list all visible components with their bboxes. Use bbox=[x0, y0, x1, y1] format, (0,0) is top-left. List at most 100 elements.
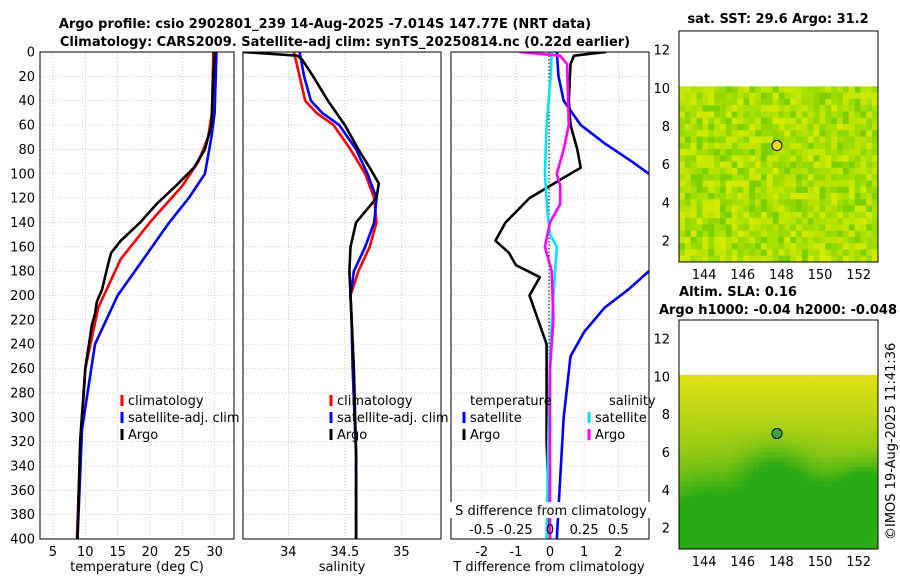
sst-cell bbox=[837, 124, 844, 131]
sla-cell bbox=[873, 403, 879, 410]
sst-cell bbox=[860, 161, 867, 169]
sla-cell bbox=[803, 399, 809, 405]
sst-cell bbox=[860, 130, 867, 137]
sla-cell bbox=[758, 471, 764, 477]
sla-cell bbox=[688, 403, 695, 410]
lat-tick-label: 12 bbox=[653, 332, 670, 347]
sla-cell bbox=[808, 515, 814, 521]
sst-cell bbox=[690, 155, 697, 163]
sla-cell bbox=[803, 510, 809, 516]
sla-cell bbox=[758, 403, 764, 410]
sla-cell bbox=[698, 447, 705, 453]
sla-cell bbox=[773, 389, 779, 395]
sla-cell bbox=[783, 461, 789, 468]
sla-cell bbox=[698, 423, 705, 429]
sst-cell bbox=[866, 255, 873, 263]
sst-cell bbox=[784, 249, 791, 257]
sst-cell bbox=[772, 249, 779, 257]
sla-cell bbox=[798, 486, 804, 492]
sst-cell bbox=[679, 236, 686, 244]
sla-cell bbox=[748, 476, 755, 482]
sla-cell bbox=[853, 437, 859, 443]
sla-cell bbox=[723, 394, 730, 400]
sla-cell bbox=[703, 461, 710, 468]
s-diff-tick-label: -0.5 bbox=[469, 523, 494, 538]
sla-cell bbox=[763, 515, 769, 521]
sla-cell bbox=[823, 437, 829, 443]
sst-cell bbox=[702, 199, 709, 206]
sla-cell bbox=[763, 394, 769, 400]
sla-cell bbox=[733, 490, 740, 497]
sla-cell bbox=[728, 481, 735, 487]
sla-cell bbox=[763, 544, 769, 550]
sla-cell bbox=[698, 505, 705, 511]
sst-cell bbox=[684, 236, 692, 244]
sla-cell bbox=[708, 505, 715, 511]
sla-cell bbox=[783, 389, 789, 395]
sst-cell bbox=[790, 136, 797, 144]
sla-cell bbox=[818, 466, 824, 473]
sla-cell bbox=[758, 408, 764, 414]
sla-cell bbox=[813, 418, 819, 424]
sla-cell bbox=[718, 466, 725, 473]
sst-cell bbox=[737, 111, 744, 119]
sst-cell bbox=[737, 136, 744, 144]
sla-cell bbox=[793, 457, 799, 463]
sla-cell bbox=[698, 384, 705, 390]
sst-cell bbox=[766, 92, 774, 100]
sst-cell bbox=[702, 230, 709, 238]
sla-cell bbox=[768, 519, 774, 526]
sst-cell bbox=[837, 111, 844, 119]
sla-cell bbox=[708, 510, 715, 516]
sla-cell bbox=[798, 403, 804, 410]
sla-cell bbox=[768, 495, 774, 502]
sst-cell bbox=[737, 86, 744, 94]
sla-cell bbox=[828, 539, 834, 545]
sla-cell bbox=[758, 476, 764, 482]
sst-cell bbox=[848, 193, 855, 200]
sla-cell bbox=[778, 437, 784, 443]
sla-cell bbox=[713, 389, 720, 395]
sla-cell bbox=[858, 418, 864, 424]
sla-cell bbox=[808, 447, 814, 453]
sst-cell bbox=[784, 174, 791, 181]
sst-cell bbox=[842, 92, 850, 100]
sla-cell bbox=[758, 428, 764, 434]
sla-cell bbox=[828, 374, 834, 381]
sla-cell bbox=[708, 399, 715, 405]
sst-cell bbox=[860, 124, 867, 131]
sla-cell bbox=[863, 466, 869, 473]
sla-cell bbox=[833, 452, 839, 458]
sla-cell bbox=[833, 432, 839, 439]
sla-cell bbox=[858, 544, 864, 550]
temperature-xlabel: temperature (deg C) bbox=[70, 560, 204, 575]
lat-tick-label: 6 bbox=[662, 446, 670, 461]
sla-cell bbox=[858, 389, 864, 395]
sst-cell bbox=[737, 98, 744, 106]
sst-cell bbox=[872, 98, 879, 106]
sla-cell bbox=[848, 500, 854, 506]
y-tick-label: 200 bbox=[10, 289, 35, 304]
sla-cell bbox=[713, 452, 720, 458]
difference-panel: -2 -1 0 1 2 -0.5 -0.25 0 0.25 0.5 S difference f… bbox=[448, 51, 656, 575]
sla-cell bbox=[773, 408, 779, 414]
sla-cell bbox=[838, 515, 844, 521]
sst-cell bbox=[749, 124, 756, 131]
sla-cell bbox=[723, 471, 730, 477]
y-tick-label: 260 bbox=[10, 362, 35, 377]
sla-cell bbox=[728, 510, 735, 516]
sst-cell bbox=[737, 236, 744, 244]
sla-cell bbox=[738, 432, 745, 439]
sst-cell bbox=[708, 230, 715, 238]
sst-cell bbox=[702, 86, 709, 94]
sst-cell bbox=[743, 218, 750, 225]
sla-cell bbox=[808, 379, 814, 385]
sst-cell bbox=[684, 92, 692, 100]
sst-cell bbox=[719, 211, 727, 219]
sla-cell bbox=[763, 384, 769, 390]
sla-cell bbox=[723, 539, 730, 545]
sst-cell bbox=[784, 243, 791, 250]
sla-cell bbox=[718, 432, 725, 439]
sla-cell bbox=[823, 519, 829, 526]
